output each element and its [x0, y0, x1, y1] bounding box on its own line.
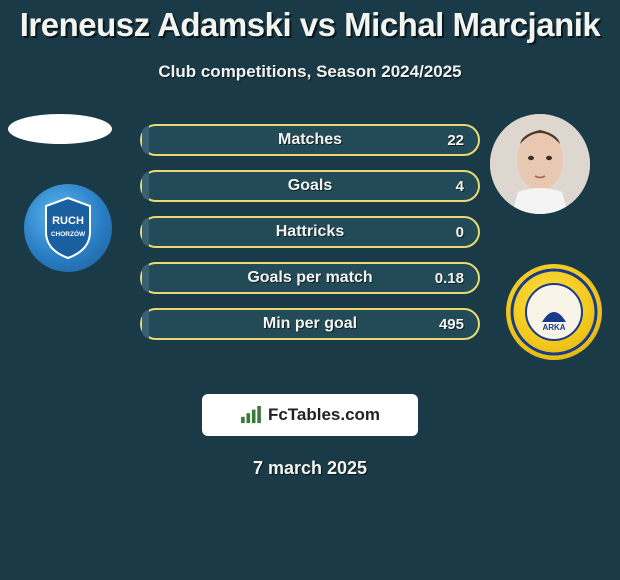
stat-value-right: 0.18 — [435, 270, 464, 287]
stat-fill-left — [142, 218, 149, 246]
player-right-avatar — [490, 114, 590, 214]
stat-value-right: 22 — [447, 132, 464, 149]
stat-row: Hattricks0 — [140, 216, 480, 248]
club-left-badge: RUCH CHORZÓW — [24, 184, 112, 272]
stat-row: Goals per match0.18 — [140, 262, 480, 294]
stat-row: Matches22 — [140, 124, 480, 156]
crest-icon: ARKA — [506, 264, 602, 360]
svg-text:CHORZÓW: CHORZÓW — [51, 229, 86, 238]
subtitle: Club competitions, Season 2024/2025 — [0, 62, 620, 82]
comparison-card: Ireneusz Adamski vs Michal Marcjanik Clu… — [0, 0, 620, 580]
stat-row: Goals4 — [140, 170, 480, 202]
stat-fill-left — [142, 126, 149, 154]
stat-value-right: 0 — [456, 224, 464, 241]
shield-icon: RUCH CHORZÓW — [24, 184, 112, 272]
stat-label: Matches — [142, 131, 478, 149]
stat-value-right: 495 — [439, 316, 464, 333]
bar-chart-icon — [240, 406, 262, 424]
site-label: FcTables.com — [268, 405, 380, 425]
club-right-badge: ARKA — [506, 264, 602, 360]
stat-fill-left — [142, 172, 149, 200]
stat-label: Goals per match — [142, 269, 478, 287]
stat-label: Goals — [142, 177, 478, 195]
stat-row: Min per goal495 — [140, 308, 480, 340]
site-badge: FcTables.com — [202, 394, 418, 436]
stat-label: Hattricks — [142, 223, 478, 241]
svg-text:RUCH: RUCH — [52, 215, 84, 227]
stat-value-right: 4 — [456, 178, 464, 195]
stat-label: Min per goal — [142, 315, 478, 333]
stat-rows: Matches22 Goals4 Hattricks0 Goals per match… — [140, 124, 480, 340]
page-title: Ireneusz Adamski vs Michal Marcjanik — [0, 0, 620, 44]
player-left-avatar — [8, 114, 112, 144]
face-icon — [490, 114, 590, 214]
date-label: 7 march 2025 — [0, 458, 620, 479]
stat-fill-left — [142, 264, 149, 292]
stat-fill-left — [142, 310, 149, 338]
svg-text:ARKA: ARKA — [542, 323, 565, 332]
stats-section: RUCH CHORZÓW ARKA Matches22 Goals4 Hattric… — [0, 124, 620, 384]
